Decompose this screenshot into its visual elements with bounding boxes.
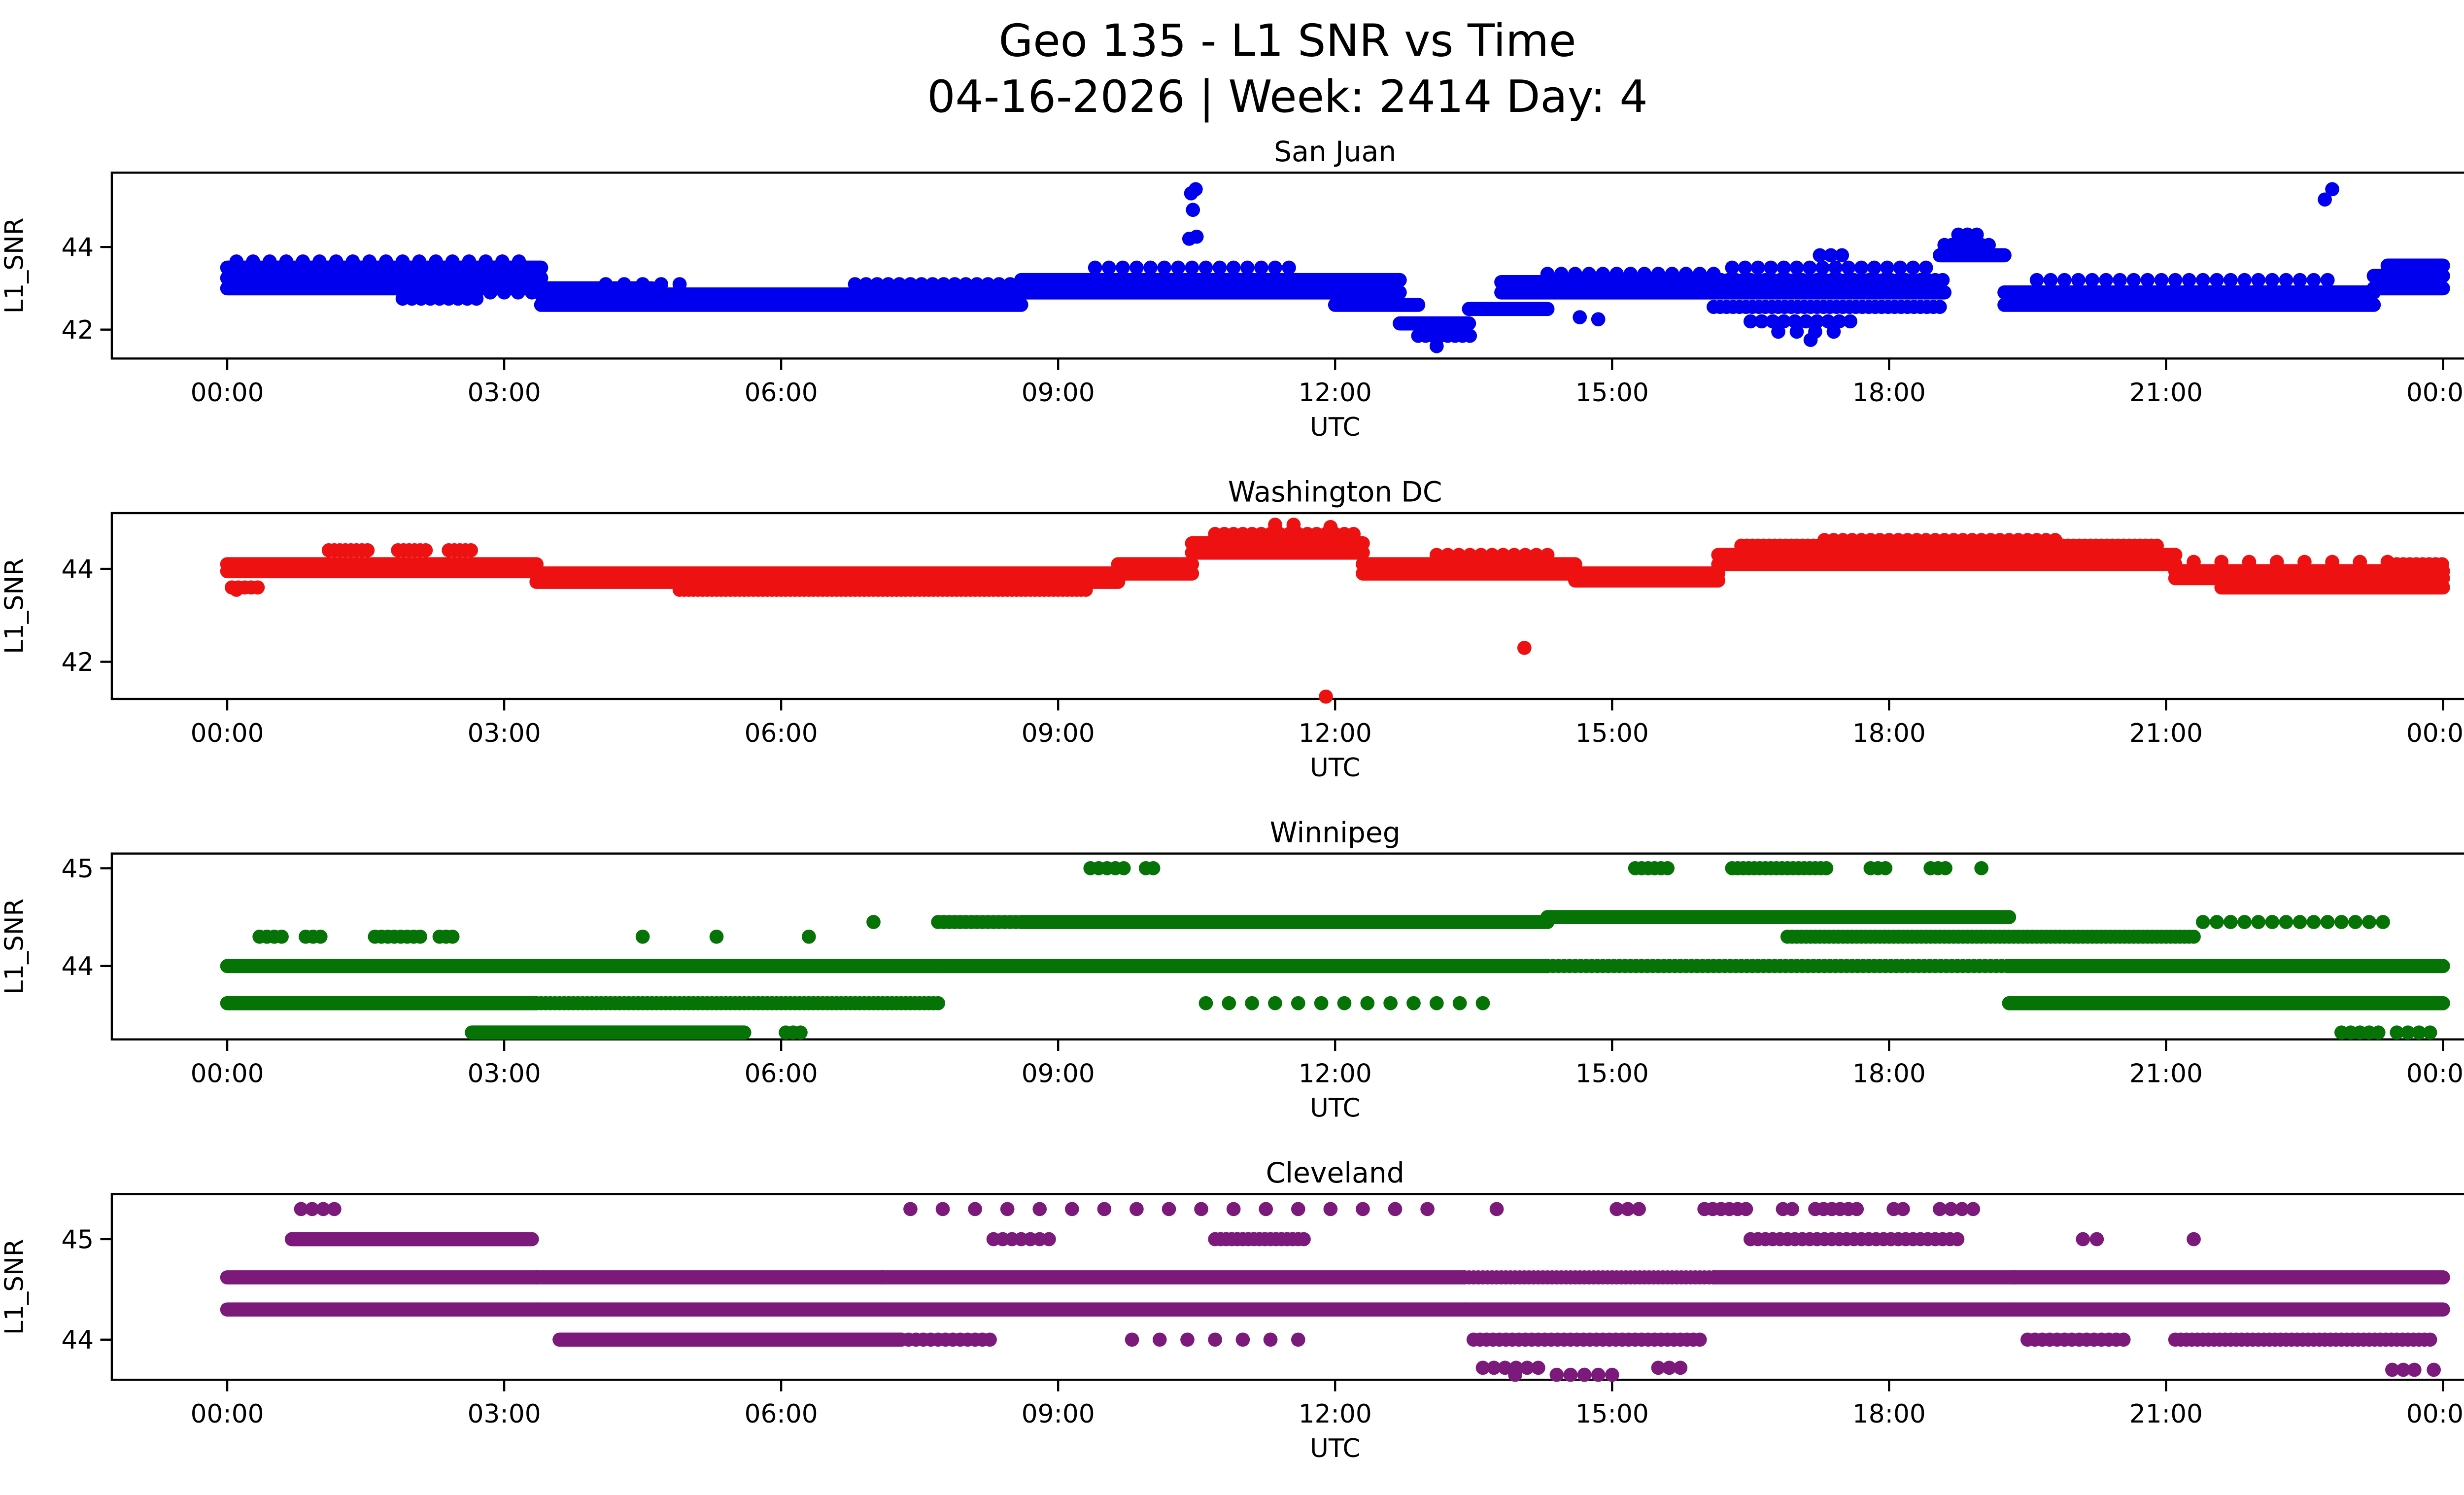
x-tick-label: 12:00 [1299, 378, 1372, 408]
y-tick-label: 45 [61, 1225, 94, 1254]
y-tick-label: 42 [61, 648, 94, 677]
x-tick-label: 18:00 [1852, 1059, 1926, 1088]
x-tick-label: 18:00 [1852, 378, 1926, 408]
x-tick-label: 12:00 [1299, 1399, 1372, 1429]
x-tick-label: 06:00 [745, 1059, 818, 1088]
x-tick-label: 15:00 [1575, 378, 1649, 408]
x-axis-label: UTC [1310, 753, 1361, 783]
x-tick-label: 03:00 [468, 1399, 541, 1429]
subplot-canvas-3: Cleveland 44 45 00:00 03:00 06:00 09:00 12:00 15… [0, 1157, 2464, 1463]
y-tick-label: 44 [61, 233, 94, 262]
x-tick-label: 18:00 [1852, 1399, 1926, 1429]
y-tick-label: 44 [61, 555, 94, 584]
x-axis-label: UTC [1310, 413, 1361, 442]
y-tick-label: 45 [61, 854, 94, 884]
x-tick-label: 21:00 [2129, 378, 2203, 408]
x-tick-label: 15:00 [1575, 1059, 1649, 1088]
x-tick-label: 00:00 [2406, 1399, 2464, 1429]
subplot-title: Cleveland [1266, 1157, 1404, 1189]
subplot-title: Winnipeg [1270, 816, 1401, 849]
x-tick-label: 09:00 [1022, 719, 1095, 748]
x-axis-label: UTC [1310, 1093, 1361, 1123]
x-tick-label: 03:00 [468, 719, 541, 748]
x-tick-label: 18:00 [1852, 719, 1926, 748]
y-tick-label: 42 [61, 315, 94, 345]
scatter-series [220, 518, 2450, 704]
x-tick-label: 00:00 [2406, 378, 2464, 408]
x-tick-label: 09:00 [1022, 1399, 1095, 1429]
subplot-winnipeg: Winnipeg 44 45 00:00 03:00 06:00 09:00 12:00 15:… [0, 814, 2464, 1155]
y-axis-label: L1_SNR [0, 899, 30, 995]
figure-subtitle: 04-16-2026 | Week: 2414 Day: 4 [927, 72, 1648, 124]
figure-title: Geo 135 - L1 SNR vs Time [998, 16, 1576, 68]
y-tick-label: 44 [61, 952, 94, 981]
subplot-title: San Juan [1274, 136, 1396, 168]
x-tick-label: 00:00 [191, 719, 264, 748]
y-axis-label: L1_SNR [0, 558, 30, 654]
x-tick-label: 03:00 [468, 378, 541, 408]
subplot-san-juan: San Juan 42 44 00:00 03:00 06:00 09:00 12:00 15:… [0, 133, 2464, 474]
x-tick-label: 15:00 [1575, 719, 1649, 748]
y-tick-label: 44 [61, 1325, 94, 1355]
y-axis-label: L1_SNR [0, 217, 30, 313]
x-tick-label: 06:00 [745, 378, 818, 408]
x-tick-label: 21:00 [2129, 1059, 2203, 1088]
scatter-series [220, 182, 2450, 353]
subplot-cleveland: Cleveland 44 45 00:00 03:00 06:00 09:00 12:00 15… [0, 1154, 2464, 1495]
y-axis-label: L1_SNR [0, 1239, 30, 1335]
x-tick-label: 00:00 [191, 378, 264, 408]
x-tick-label: 00:00 [2406, 719, 2464, 748]
x-tick-label: 00:00 [2406, 1059, 2464, 1088]
figure-header: Geo 135 - L1 SNR vs Time 04-16-2026 | We… [0, 0, 2464, 133]
x-tick-label: 12:00 [1299, 719, 1372, 748]
x-tick-label: 21:00 [2129, 719, 2203, 748]
subplot-canvas-1: Washington DC 42 44 00:00 03:00 06:00 09:00 12:… [0, 476, 2464, 783]
subplot-canvas-2: Winnipeg 44 45 00:00 03:00 06:00 09:00 12:00 15:… [0, 816, 2464, 1123]
scatter-series [220, 861, 2450, 1040]
x-tick-label: 03:00 [468, 1059, 541, 1088]
subplot-title: Washington DC [1228, 476, 1442, 509]
x-axis-label: UTC [1310, 1434, 1361, 1463]
x-tick-label: 12:00 [1299, 1059, 1372, 1088]
x-tick-label: 00:00 [191, 1059, 264, 1088]
axes-frame [110, 852, 2464, 1041]
subplot-washington-dc: Washington DC 42 44 00:00 03:00 06:00 09:00 12:… [0, 474, 2464, 814]
x-tick-label: 21:00 [2129, 1399, 2203, 1429]
axes-frame [110, 1193, 2464, 1381]
x-tick-label: 06:00 [745, 1399, 818, 1429]
x-tick-label: 15:00 [1575, 1399, 1649, 1429]
x-tick-label: 06:00 [745, 719, 818, 748]
scatter-series [220, 1202, 2450, 1382]
x-tick-label: 09:00 [1022, 378, 1095, 408]
subplot-canvas-0: San Juan 42 44 00:00 03:00 06:00 09:00 12:00 15:… [0, 136, 2464, 442]
x-tick-label: 09:00 [1022, 1059, 1095, 1088]
x-tick-label: 00:00 [191, 1399, 264, 1429]
